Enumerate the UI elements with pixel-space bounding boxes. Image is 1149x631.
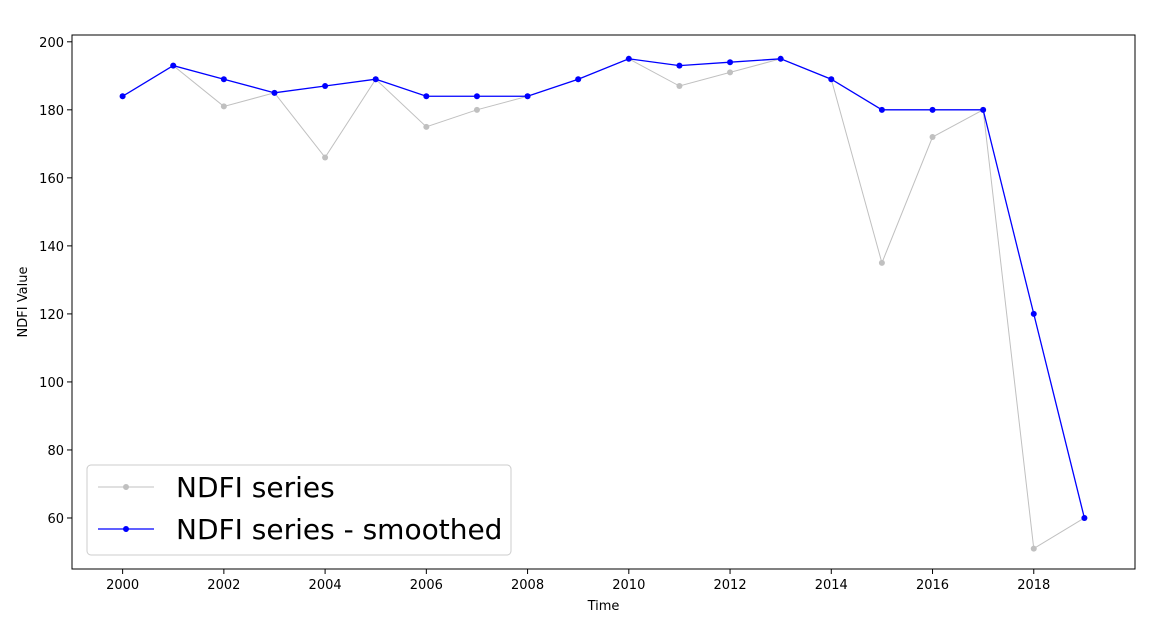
data-point bbox=[423, 123, 430, 130]
legend: NDFI series NDFI series - smoothed bbox=[86, 464, 512, 556]
y-tick-label: 160 bbox=[39, 172, 64, 187]
data-point bbox=[372, 76, 379, 83]
plot-area-border bbox=[71, 34, 1136, 570]
data-point bbox=[676, 62, 683, 69]
y-tick-label: 200 bbox=[39, 36, 64, 51]
x-tick-label: 2016 bbox=[916, 578, 949, 593]
x-tick-label: 2002 bbox=[207, 578, 240, 593]
x-tick-label: 2018 bbox=[1017, 578, 1050, 593]
data-point bbox=[727, 59, 734, 66]
legend-marker bbox=[123, 484, 129, 490]
data-point bbox=[929, 106, 936, 113]
x-tick-label: 2010 bbox=[612, 578, 645, 593]
series-2 bbox=[119, 55, 1088, 521]
data-point bbox=[524, 93, 531, 100]
data-point bbox=[473, 93, 480, 100]
plot-frame bbox=[71, 34, 1136, 570]
y-tick-label: 80 bbox=[47, 444, 64, 459]
data-point bbox=[473, 106, 480, 113]
data-point bbox=[1030, 310, 1037, 317]
data-point bbox=[423, 93, 430, 100]
x-tick-label: 2004 bbox=[309, 578, 342, 593]
legend-marker bbox=[123, 526, 129, 532]
data-point bbox=[119, 93, 126, 100]
x-tick-label: 2012 bbox=[714, 578, 747, 593]
series-layer bbox=[119, 55, 1088, 552]
data-point bbox=[878, 259, 885, 266]
data-point bbox=[777, 55, 784, 62]
data-point bbox=[322, 154, 329, 161]
x-tick-label: 2000 bbox=[106, 578, 139, 593]
data-point bbox=[1030, 545, 1037, 552]
data-point bbox=[727, 69, 734, 76]
x-tick-label: 2014 bbox=[815, 578, 848, 593]
y-tick-label: 60 bbox=[47, 512, 64, 527]
data-point bbox=[220, 103, 227, 110]
x-tick-label: 2006 bbox=[410, 578, 443, 593]
data-point bbox=[828, 76, 835, 83]
y-tick-label: 100 bbox=[39, 376, 64, 391]
y-tick-label: 180 bbox=[39, 104, 64, 119]
y-tick-label: 120 bbox=[39, 308, 64, 323]
y-tick-label: 140 bbox=[39, 240, 64, 255]
series-line bbox=[122, 58, 1086, 519]
x-axis-label: Time bbox=[587, 599, 620, 614]
legend-label: NDFI series - smoothed bbox=[176, 513, 502, 546]
data-point bbox=[322, 83, 329, 90]
data-point bbox=[676, 83, 683, 90]
y-axis-label: NDFI Value bbox=[16, 267, 31, 338]
data-point bbox=[220, 76, 227, 83]
x-tick-label: 2008 bbox=[511, 578, 544, 593]
legend-label: NDFI series bbox=[176, 471, 335, 504]
data-point bbox=[625, 55, 632, 62]
data-point bbox=[929, 134, 936, 141]
data-point bbox=[271, 89, 278, 96]
data-point bbox=[980, 106, 987, 113]
data-point bbox=[878, 106, 885, 113]
axes: 2000 2002 2004 2006 2008 2010 2012 2014 2016 2018… bbox=[39, 36, 1050, 593]
data-point bbox=[575, 76, 582, 83]
data-point bbox=[1081, 514, 1088, 521]
data-point bbox=[170, 62, 177, 69]
legend-box bbox=[86, 464, 512, 556]
